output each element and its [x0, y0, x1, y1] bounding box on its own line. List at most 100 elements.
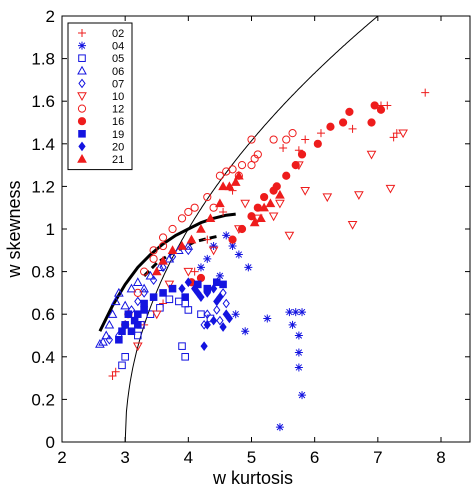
data-point-06 [107, 309, 118, 318]
data-point-21 [275, 189, 285, 199]
data-point-04 [222, 231, 231, 240]
data-point-07 [140, 288, 148, 298]
data-point-21 [196, 223, 206, 233]
series-02 [108, 88, 430, 380]
legend-marker-12 [77, 104, 87, 113]
data-point-04 [285, 308, 294, 317]
axes: 2 3 4 5 6 7 8 0 0.2 0.4 0.6 0.8 1 1.2 1.4 1.6 1.8 2 [31, 7, 470, 467]
data-point-10 [208, 246, 219, 256]
data-point-12 [177, 214, 187, 223]
data-point-10 [385, 184, 396, 194]
data-point-12 [228, 165, 237, 174]
y-tick-label: 0.6 [31, 305, 55, 324]
data-point-21 [167, 245, 178, 254]
data-point-20 [178, 283, 186, 294]
data-point-19 [212, 278, 221, 287]
y-tick-label: 0.2 [31, 390, 55, 409]
series-04 [196, 231, 307, 432]
data-point-19 [127, 327, 136, 336]
data-point-19 [134, 321, 142, 329]
data-point-07 [134, 296, 142, 307]
data-point-20 [225, 313, 234, 324]
data-point-12 [282, 135, 291, 144]
y-tick-label: 0.4 [31, 348, 55, 367]
data-point-04 [203, 254, 212, 263]
data-point-06 [98, 336, 108, 346]
data-point-06 [183, 241, 194, 250]
data-point-05 [178, 342, 186, 350]
y-tick-label: 1.8 [31, 50, 55, 69]
data-point-06 [95, 338, 105, 348]
data-point-12 [215, 171, 225, 180]
data-point-21 [205, 213, 216, 223]
data-point-12 [247, 161, 256, 170]
y-tick-label: 1.4 [31, 135, 55, 154]
legend-marker-10 [77, 92, 87, 102]
data-point-19 [134, 310, 142, 318]
data-point-16 [272, 182, 281, 191]
data-point-04 [209, 242, 218, 251]
data-point-06 [104, 319, 115, 329]
legend-label: 16 [112, 116, 124, 128]
data-point-21 [186, 234, 197, 244]
data-point-20 [197, 292, 205, 302]
x-tick-label: 8 [436, 448, 445, 467]
data-point-20 [200, 341, 208, 351]
data-point-12 [209, 203, 218, 212]
data-point-04 [291, 308, 300, 317]
data-point-04 [241, 327, 250, 336]
x-tick-label: 6 [310, 448, 319, 467]
data-point-19 [181, 293, 189, 301]
data-point-06 [145, 270, 156, 280]
data-point-02 [421, 88, 430, 97]
data-point-04 [298, 308, 307, 317]
data-point-10 [284, 231, 295, 241]
data-point-16 [345, 107, 354, 116]
data-point-10 [268, 212, 279, 222]
data-point-05 [121, 353, 129, 361]
y-tick-label: 1.6 [31, 92, 55, 111]
data-point-20 [184, 277, 192, 288]
data-point-04 [288, 320, 297, 329]
data-point-10 [275, 199, 285, 209]
data-point-12 [168, 224, 177, 234]
x-tick-label: 4 [184, 448, 193, 467]
data-point-19 [124, 310, 133, 318]
legend-label: 06 [112, 66, 124, 78]
data-point-19 [140, 306, 148, 314]
data-point-02 [108, 371, 117, 380]
x-tick-label: 7 [373, 448, 382, 467]
data-point-16 [247, 212, 256, 221]
data-point-07 [203, 309, 211, 320]
data-point-02 [219, 207, 228, 216]
data-point-19 [121, 321, 129, 329]
legend-marker-16 [77, 117, 87, 126]
data-point-07 [105, 334, 113, 345]
data-point-06 [114, 287, 124, 297]
data-point-12 [149, 254, 158, 263]
data-point-02 [190, 267, 199, 276]
data-point-21 [256, 213, 266, 223]
data-point-06 [155, 262, 165, 272]
series-06 [95, 241, 194, 348]
series-20 [178, 277, 234, 351]
data-point-06 [110, 296, 121, 306]
data-point-04 [215, 271, 224, 280]
data-point-12 [269, 135, 278, 144]
data-point-21 [218, 181, 228, 191]
data-point-21 [234, 170, 244, 180]
data-point-12 [133, 288, 142, 297]
data-point-06 [132, 277, 143, 286]
data-point-07 [168, 251, 177, 262]
data-point-20 [203, 288, 211, 298]
data-point-21 [215, 198, 225, 208]
data-point-04 [294, 348, 303, 357]
y-tick-label: 2 [46, 7, 55, 26]
data-point-19 [219, 280, 227, 289]
data-point-10 [354, 191, 364, 200]
data-point-12 [253, 150, 262, 159]
data-point-16 [376, 105, 386, 114]
data-point-07 [149, 275, 158, 285]
data-point-06 [126, 283, 137, 293]
